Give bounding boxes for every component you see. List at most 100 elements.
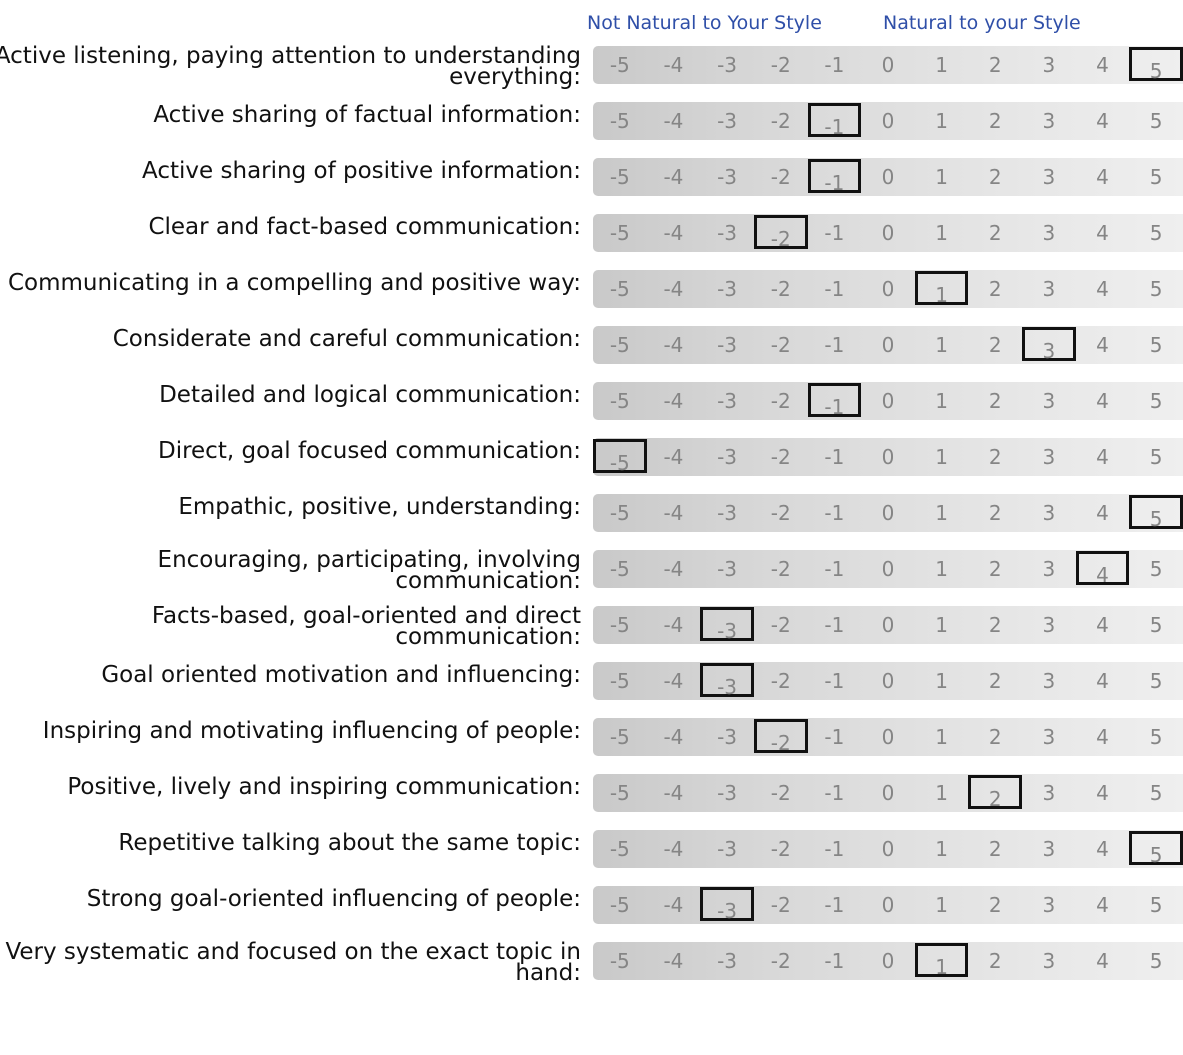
- rating-option[interactable]: -5: [609, 221, 630, 245]
- rating-option[interactable]: 3: [1042, 277, 1056, 301]
- rating-option[interactable]: 5: [1149, 333, 1163, 357]
- rating-option[interactable]: 2: [988, 277, 1002, 301]
- rating-option[interactable]: 0: [881, 669, 895, 693]
- rating-option[interactable]: 2: [988, 109, 1002, 133]
- rating-option[interactable]: -3: [717, 837, 738, 861]
- rating-option[interactable]: -4: [663, 53, 684, 77]
- rating-option[interactable]: 3: [1042, 557, 1056, 581]
- rating-option[interactable]: 5: [1149, 669, 1163, 693]
- rating-option[interactable]: -5: [609, 949, 630, 973]
- rating-option[interactable]: 2: [988, 837, 1002, 861]
- rating-option[interactable]: 3: [1042, 669, 1056, 693]
- rating-option[interactable]: 4: [1096, 725, 1109, 749]
- rating-option-selected[interactable]: 5: [1129, 495, 1183, 531]
- rating-option[interactable]: 4: [1096, 613, 1109, 637]
- rating-option[interactable]: 0: [881, 333, 895, 357]
- rating-option[interactable]: -5: [609, 501, 630, 525]
- rating-option[interactable]: -1: [824, 725, 845, 749]
- rating-option[interactable]: 4: [1096, 893, 1109, 917]
- rating-option[interactable]: -4: [663, 333, 684, 357]
- rating-option[interactable]: 3: [1042, 445, 1056, 469]
- rating-option[interactable]: -1: [824, 669, 845, 693]
- rating-option[interactable]: 5: [1149, 389, 1163, 413]
- rating-option[interactable]: -3: [717, 501, 738, 525]
- rating-option[interactable]: -2: [770, 501, 791, 525]
- rating-option[interactable]: -1: [824, 445, 845, 469]
- rating-option-selected[interactable]: -3: [700, 607, 754, 643]
- rating-option[interactable]: -4: [663, 109, 684, 133]
- rating-option-selected[interactable]: -5: [593, 439, 647, 475]
- rating-option[interactable]: 2: [988, 893, 1002, 917]
- rating-option[interactable]: -5: [609, 725, 630, 749]
- rating-option[interactable]: -5: [609, 557, 630, 581]
- rating-option[interactable]: 3: [1042, 53, 1056, 77]
- rating-option[interactable]: 5: [1149, 445, 1163, 469]
- rating-option[interactable]: -5: [609, 669, 630, 693]
- rating-option[interactable]: -4: [663, 389, 684, 413]
- rating-option[interactable]: 3: [1042, 893, 1056, 917]
- rating-option[interactable]: -5: [609, 389, 630, 413]
- rating-option[interactable]: 3: [1042, 389, 1056, 413]
- rating-option[interactable]: 3: [1042, 725, 1056, 749]
- rating-option[interactable]: -3: [717, 445, 738, 469]
- rating-option[interactable]: -5: [609, 837, 630, 861]
- rating-option[interactable]: 0: [881, 389, 895, 413]
- rating-option[interactable]: 1: [935, 781, 948, 805]
- rating-option[interactable]: -3: [717, 277, 738, 301]
- rating-option[interactable]: 5: [1149, 893, 1163, 917]
- rating-option[interactable]: -2: [770, 277, 791, 301]
- rating-option-selected[interactable]: -3: [700, 887, 754, 923]
- rating-option[interactable]: 4: [1096, 389, 1109, 413]
- rating-option[interactable]: -2: [770, 949, 791, 973]
- rating-option[interactable]: 2: [988, 221, 1002, 245]
- rating-option[interactable]: 4: [1096, 837, 1109, 861]
- rating-option[interactable]: -3: [717, 725, 738, 749]
- rating-option[interactable]: 0: [881, 781, 895, 805]
- rating-option[interactable]: -5: [609, 333, 630, 357]
- rating-option[interactable]: 1: [935, 109, 948, 133]
- rating-option[interactable]: -5: [609, 53, 630, 77]
- rating-option[interactable]: -4: [663, 165, 684, 189]
- rating-option[interactable]: -4: [663, 781, 684, 805]
- rating-option[interactable]: 1: [935, 837, 948, 861]
- rating-option[interactable]: -3: [717, 53, 738, 77]
- rating-option[interactable]: -2: [770, 333, 791, 357]
- rating-option[interactable]: -3: [717, 221, 738, 245]
- rating-option[interactable]: 1: [935, 333, 948, 357]
- rating-option[interactable]: -1: [824, 221, 845, 245]
- rating-option[interactable]: 5: [1149, 781, 1163, 805]
- rating-option[interactable]: -1: [824, 613, 845, 637]
- rating-option[interactable]: -3: [717, 165, 738, 189]
- rating-option[interactable]: -4: [663, 221, 684, 245]
- rating-option[interactable]: 0: [881, 725, 895, 749]
- rating-option[interactable]: -2: [770, 557, 791, 581]
- rating-option[interactable]: -1: [824, 949, 845, 973]
- rating-option[interactable]: 2: [988, 445, 1002, 469]
- rating-option[interactable]: 0: [881, 109, 895, 133]
- rating-option[interactable]: -4: [663, 557, 684, 581]
- rating-option[interactable]: -4: [663, 613, 684, 637]
- rating-option[interactable]: 4: [1096, 53, 1109, 77]
- rating-option[interactable]: 0: [881, 165, 895, 189]
- rating-option[interactable]: -4: [663, 949, 684, 973]
- rating-option[interactable]: 1: [935, 557, 948, 581]
- rating-option[interactable]: -2: [770, 445, 791, 469]
- rating-option[interactable]: 3: [1042, 949, 1056, 973]
- rating-option[interactable]: -4: [663, 725, 684, 749]
- rating-option[interactable]: 3: [1042, 781, 1056, 805]
- rating-option[interactable]: -2: [770, 893, 791, 917]
- rating-option[interactable]: 4: [1096, 501, 1109, 525]
- rating-option[interactable]: -4: [663, 501, 684, 525]
- rating-option[interactable]: -2: [770, 165, 791, 189]
- rating-option[interactable]: 0: [881, 53, 895, 77]
- rating-option[interactable]: 5: [1149, 949, 1163, 973]
- rating-option[interactable]: -2: [770, 109, 791, 133]
- rating-option[interactable]: -3: [717, 333, 738, 357]
- rating-option[interactable]: 2: [988, 389, 1002, 413]
- rating-option[interactable]: 1: [935, 501, 948, 525]
- rating-option[interactable]: 0: [881, 557, 895, 581]
- rating-option[interactable]: 5: [1149, 277, 1163, 301]
- rating-option[interactable]: 1: [935, 221, 948, 245]
- rating-option-selected[interactable]: 4: [1075, 551, 1130, 587]
- rating-option[interactable]: -3: [717, 557, 738, 581]
